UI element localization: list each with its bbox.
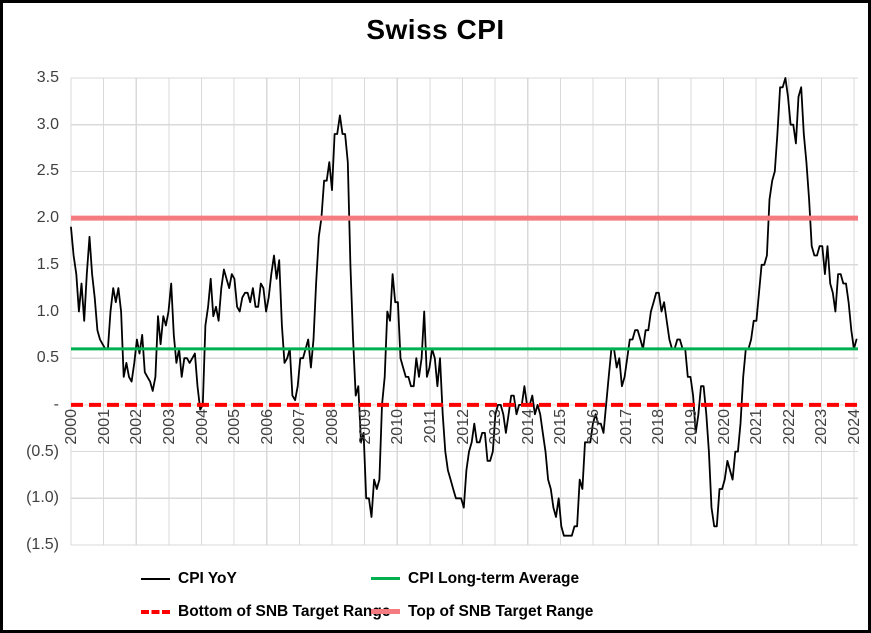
legend-label-cpi-yoy: CPI YoY [178,569,237,587]
x-tick-label: 2003 [161,409,178,445]
x-tick-label: 2004 [194,409,211,445]
legend-item-bottom-snb-target: Bottom of SNB Target Range [141,595,390,628]
legend-item-long-term-average: CPI Long-term Average [371,562,691,595]
y-tick-label: - [53,396,59,413]
x-tick-label: 2006 [259,409,276,445]
legend-label-long-term-average: CPI Long-term Average [408,569,580,587]
legend-label-bottom-snb-target: Bottom of SNB Target Range [178,602,391,620]
legend-item-top-snb-target: Top of SNB Target Range [371,595,691,628]
x-tick-label: 2010 [389,409,406,445]
y-tick-label: 1.5 [36,256,59,273]
x-tick-label: 2019 [683,409,700,445]
x-tick-label: 2014 [520,409,537,445]
y-tick-label: 2.0 [36,209,59,226]
x-tick-label: 2018 [650,409,667,445]
long-term-average-line-swatch-icon [371,577,400,580]
x-tick-label: 2005 [226,409,243,445]
legend-label-top-snb-target: Top of SNB Target Range [408,602,594,620]
x-tick-label: 2017 [618,409,635,445]
y-tick-label: (1.0) [26,489,59,506]
x-tick-label: 2007 [291,409,308,445]
x-tick-label: 2016 [585,409,602,445]
x-tick-label: 2021 [748,409,765,445]
x-tick-label: 2011 [422,409,439,444]
plot-area [70,77,858,546]
y-tick-label: 1.0 [36,303,59,320]
legend-item-cpi-yoy: CPI YoY [141,562,371,595]
x-tick-label: 2000 [63,409,80,445]
y-tick-label: 0.5 [36,349,59,366]
cpi-yoy-line [70,77,858,537]
top-snb-target-line-swatch-icon [371,609,400,614]
y-tick-label: (1.5) [26,536,59,553]
x-tick-label: 2020 [716,409,733,445]
x-tick-label: 2022 [781,409,798,445]
y-tick-label: 3.0 [36,116,59,133]
chart-title: Swiss CPI [366,14,505,45]
bottom-snb-target-line-swatch-icon [141,609,170,614]
x-tick-label: 2013 [487,409,504,445]
x-tick-label: 2012 [455,409,472,445]
x-tick-label: 2015 [552,409,569,445]
x-tick-label: 2023 [813,409,830,445]
cpi-yoy-line-swatch-icon [141,577,170,580]
x-tick-label: 2024 [846,409,863,445]
legend: CPI YoY CPI Long-term Average Bottom of … [141,562,691,628]
x-tick-label: 2001 [96,409,113,445]
gridlines [70,77,858,546]
y-tick-label: 2.5 [36,162,59,179]
x-tick-label: 2009 [357,409,374,445]
x-tick-label: 2002 [128,409,145,445]
y-tick-label: 3.5 [36,69,59,86]
x-tick-label: 2008 [324,409,341,445]
y-tick-label: (0.5) [26,443,59,460]
